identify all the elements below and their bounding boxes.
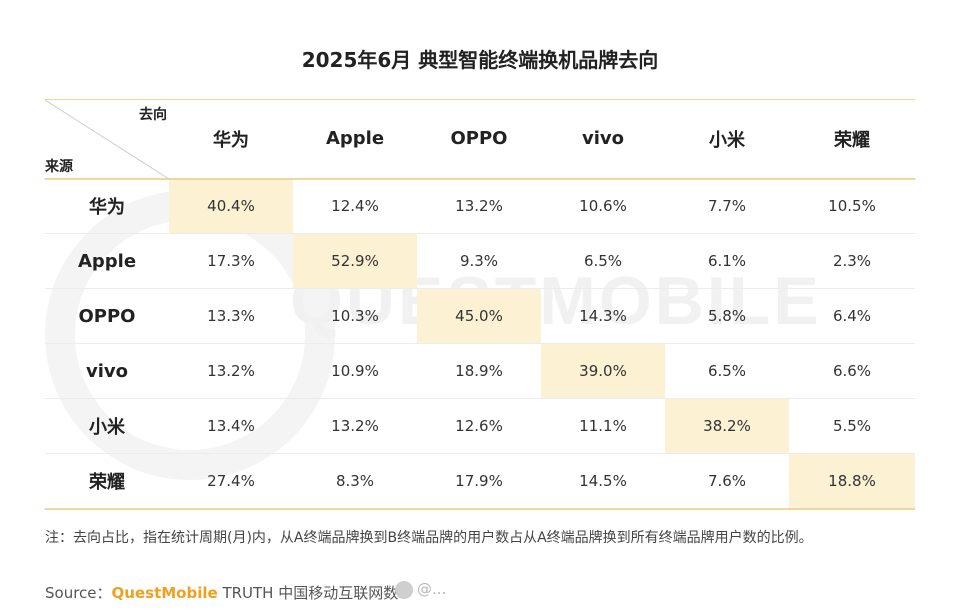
- table-cell-highlight: 52.9%: [293, 233, 417, 289]
- table-cell: 10.6%: [579, 197, 627, 216]
- table-cell-highlight: 38.2%: [665, 398, 789, 454]
- table-row: OPPO 13.3% 10.3% 45.0% 14.3% 5.8% 6.4%: [45, 288, 915, 344]
- table-cell: 8.3%: [335, 471, 375, 490]
- table-cell: 13.4%: [207, 417, 255, 435]
- table-cell: 5.8%: [707, 307, 747, 325]
- table-cell: 12.6%: [455, 417, 503, 435]
- table-cell: 5.5%: [832, 417, 872, 435]
- column-header: 小米: [709, 129, 745, 151]
- table-row: 荣耀 27.4% 8.3% 17.9% 14.5% 7.6% 18.8%: [45, 453, 915, 509]
- table-cell: 14.5%: [579, 471, 627, 490]
- table-row: Apple 17.3% 52.9% 9.3% 6.5% 6.1% 2.3%: [45, 233, 915, 289]
- table-row: vivo 13.2% 10.9% 18.9% 39.0% 6.5% 6.6%: [45, 343, 915, 399]
- table-cell: 13.3%: [207, 307, 255, 325]
- table-cell: 11.1%: [579, 417, 627, 435]
- column-header: Apple: [325, 128, 385, 150]
- header-row: 去向 来源 华为 Apple OPPO vivo 小米 荣耀: [45, 99, 915, 179]
- corner-diagonal: [45, 100, 169, 179]
- corner-to-label: 去向: [139, 107, 167, 123]
- table-cell: 10.9%: [331, 362, 379, 380]
- table-cell: 17.3%: [207, 252, 255, 270]
- table-cell: 13.2%: [455, 197, 503, 216]
- table-cell: 7.7%: [707, 197, 747, 216]
- source-line: Source：QuestMobile TRUTH 中国移动互联网数: [45, 582, 398, 603]
- table-cell-highlight: 18.8%: [789, 453, 915, 509]
- table-cell-highlight: 39.0%: [541, 343, 665, 399]
- row-header: 小米: [89, 417, 125, 438]
- row-header: 华为: [89, 197, 125, 219]
- row-header: 荣耀: [89, 471, 125, 493]
- table-cell-highlight: 45.0%: [417, 288, 541, 344]
- source-brand: QuestMobile: [111, 584, 218, 602]
- table-row: 小米 13.4% 13.2% 12.6% 11.1% 38.2% 5.5%: [45, 398, 915, 454]
- row-header: Apple: [77, 250, 137, 272]
- table-cell: 17.9%: [455, 471, 503, 490]
- table-cell: 6.1%: [707, 252, 747, 270]
- table-cell: 6.6%: [832, 362, 872, 380]
- column-header: 荣耀: [834, 129, 870, 151]
- weibo-icon: [395, 580, 413, 599]
- table-cell: 2.3%: [832, 252, 872, 270]
- corner-from-label: 来源: [45, 158, 73, 175]
- table-cell: 6.5%: [707, 362, 747, 380]
- weibo-watermark: @...: [395, 580, 446, 599]
- table-cell: 12.4%: [331, 197, 379, 216]
- table-cell: 7.6%: [707, 471, 747, 490]
- source-label: Source：: [45, 584, 112, 602]
- source-rest: TRUTH 中国移动互联网数: [217, 584, 399, 602]
- table-cell: 18.9%: [455, 362, 503, 380]
- row-header: vivo: [85, 360, 128, 382]
- column-header: 华为: [213, 129, 249, 151]
- table-cell: 6.5%: [583, 252, 623, 270]
- table-cell: 27.4%: [207, 471, 255, 490]
- weibo-handle: @...: [417, 580, 447, 598]
- row-header: OPPO: [78, 305, 136, 327]
- migration-table: 去向 来源 华为 Apple OPPO vivo 小米 荣耀 华为 40.4% 12…: [45, 99, 915, 510]
- table-cell: 14.3%: [579, 307, 627, 325]
- table-cell: 13.2%: [207, 362, 255, 380]
- column-header: vivo: [581, 128, 624, 150]
- corner-cell: 去向 来源: [45, 100, 169, 179]
- footnote: 注：去向占比，指在统计周期(月)内，从A终端品牌换到B终端品牌的用户数占从A终端…: [45, 530, 813, 546]
- table-cell: 10.3%: [331, 307, 379, 325]
- chart-title: 2025年6月 典型智能终端换机品牌去向: [301, 48, 659, 72]
- table-row: 华为 40.4% 12.4% 13.2% 10.6% 7.7% 10.5%: [45, 178, 915, 234]
- table-cell-highlight: 40.4%: [169, 178, 293, 234]
- table-cell: 9.3%: [459, 252, 499, 270]
- table-cell: 10.5%: [828, 197, 876, 216]
- table-cell: 13.2%: [331, 417, 379, 435]
- column-header: OPPO: [450, 128, 508, 150]
- table-cell: 6.4%: [832, 307, 872, 325]
